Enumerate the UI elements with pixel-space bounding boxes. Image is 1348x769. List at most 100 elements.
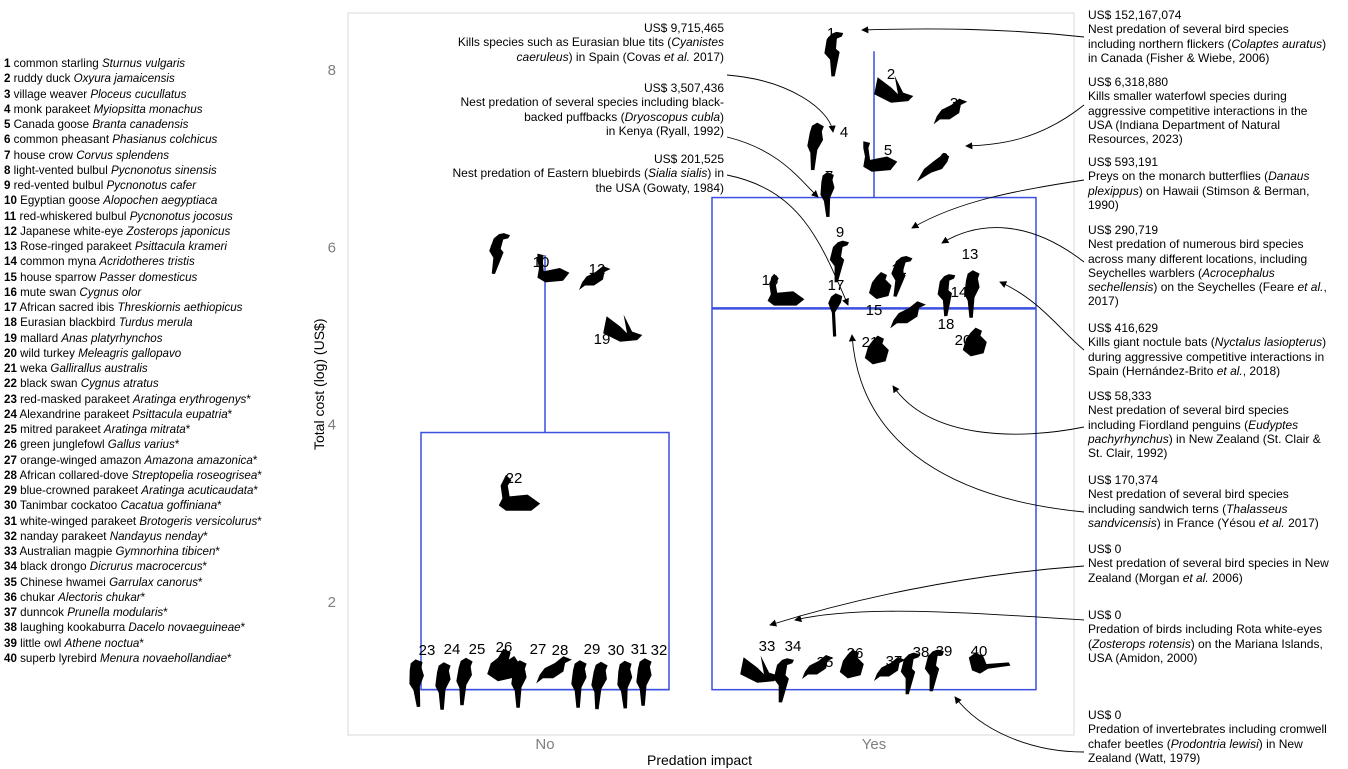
legend-item: 25 mitred parakeet Aratinga mitrata*: [4, 422, 324, 437]
annotation-arrow: [769, 565, 1085, 627]
legend-number: 13: [4, 240, 17, 253]
legend-common-name: Australian magpie: [16, 545, 116, 558]
legend-item: 35 Chinese hwamei Garrulax canorus*: [4, 575, 324, 590]
legend-latin-name: Oxyura jamaicensis: [73, 72, 175, 86]
annotation-arrows-layer: [726, 26, 1085, 753]
legend-number: 10: [4, 194, 17, 208]
bird-35-silhouette-icon: [802, 655, 834, 679]
legend-latin-name: Alectoris chukar: [58, 590, 141, 604]
bird-36-label: 36: [847, 645, 864, 662]
legend-common-name: house sparrow: [16, 270, 100, 284]
bird-shape: [409, 659, 424, 708]
legend-number: 40: [4, 651, 17, 665]
legend-star: *: [198, 575, 203, 589]
bird-25-label: 25: [469, 641, 486, 658]
legend-item: 18 Eurasian blackbird Turdus merula: [4, 315, 324, 330]
legend-number: 23: [4, 392, 17, 406]
legend-latin-name: Threskiornis aethiopicus: [117, 301, 243, 314]
bird-shape: [933, 98, 968, 125]
legend-latin-name: Prunella modularis: [67, 606, 164, 619]
bird-17-label: 17: [828, 277, 845, 294]
bird-shape: [937, 274, 956, 317]
y-tick-label: 4: [328, 417, 336, 434]
legend-star: *: [202, 560, 208, 574]
bird-1-silhouette-icon: [824, 31, 844, 77]
bird-shape: [807, 122, 824, 171]
legend-number: 27: [4, 453, 17, 467]
legend-common-name: common pheasant: [10, 133, 113, 147]
y-axis-label: Total cost (log) (US$): [311, 318, 327, 450]
legend-star: *: [140, 590, 146, 604]
legend-number: 31: [4, 514, 17, 528]
legend-number: 17: [4, 301, 17, 314]
legend-item: 6 common pheasant Phasianus colchicus: [4, 132, 324, 147]
bird-shape: [924, 649, 944, 692]
bird-16-label: 16: [762, 272, 779, 289]
legend-item: 3 village weaver Ploceus cucullatus: [4, 87, 324, 102]
legend-item: 8 light-vented bulbul Pycnonotus sinensi…: [4, 163, 324, 178]
legend-item: 19 mallard Anas platyrhynchos: [4, 331, 324, 346]
bird-32-label: 32: [651, 642, 668, 659]
legend-common-name: red-whiskered bulbul: [16, 209, 130, 223]
bird-27-silhouette-icon: [511, 660, 527, 708]
legend-number: 30: [4, 499, 17, 513]
bird-10-silhouette-icon: [537, 253, 570, 283]
bird-15-silhouette-icon: [869, 272, 892, 299]
y-tick-label: 2: [328, 594, 336, 611]
legend-common-name: green junglefowl: [16, 438, 108, 452]
legend-common-name: house crow: [10, 148, 77, 162]
legend-item: 40 superb lyrebird Menura novaehollandia…: [4, 651, 324, 666]
bird-10-label: 10: [533, 254, 550, 271]
legend-latin-name: Aratinga acuticaudata: [141, 484, 254, 497]
bird-39-label: 39: [936, 643, 953, 660]
x-axis-label: Predation impact: [647, 752, 753, 768]
legend-common-name: common myna: [16, 255, 100, 269]
bird-6-label: 6: [940, 150, 948, 167]
legend-common-name: light-vented bulbul: [10, 163, 111, 177]
legend-star: *: [203, 529, 208, 543]
legend-item: 7 house crow Corvus splendens: [4, 148, 324, 163]
legend-item: 29 blue-crowned parakeet Aratinga acutic…: [4, 483, 324, 498]
legend-number: 24: [4, 407, 17, 421]
bird-35-label: 35: [817, 654, 834, 671]
bird-shape: [863, 141, 898, 172]
legend-common-name: black drongo: [16, 560, 90, 574]
annotation-arrow: [726, 74, 836, 133]
bird-shape: [900, 652, 920, 695]
bird-12-silhouette-icon: [579, 266, 611, 290]
legend-star: *: [227, 407, 233, 421]
bird-8-silhouette-icon: [489, 233, 511, 274]
legend-item: 12 Japanese white-eye Zosterops japonicu…: [4, 224, 324, 239]
bird-9-silhouette-icon: [829, 240, 849, 283]
legend-item: 28 African collared-dove Streptopelia ro…: [4, 468, 324, 483]
legend-common-name: Japanese white-eye: [16, 224, 127, 238]
bird-37-silhouette-icon: [874, 657, 906, 681]
legend-item: 4 monk parakeet Myiopsitta monachus: [4, 102, 324, 117]
legend-latin-name: Gymnorhina tibicen: [115, 545, 216, 558]
legend-common-name: mitred parakeet: [16, 423, 104, 436]
bird-30-silhouette-icon: [591, 661, 608, 710]
bird-23-silhouette-icon: [409, 659, 424, 708]
legend-number: 15: [4, 270, 17, 284]
legend-item: 5 Canada goose Branta canadensis: [4, 117, 324, 132]
bird-9-label: 9: [836, 224, 844, 241]
legend-star: *: [246, 392, 251, 406]
legend-item: 31 white-winged parakeet Brotogeris vers…: [4, 514, 324, 529]
legend-common-name: superb lyrebird: [16, 651, 101, 665]
bird-shape: [820, 172, 835, 218]
bird-1-label: 1: [827, 25, 835, 42]
bird-28-silhouette-icon: [536, 656, 572, 684]
bird-shape: [802, 655, 834, 679]
legend-common-name: laughing kookaburra: [16, 621, 129, 635]
legend-common-name: mute swan: [16, 285, 80, 299]
legend-latin-name: Dacelo novaeguineae: [128, 621, 241, 635]
bird-40-label: 40: [971, 643, 988, 660]
bird-32-silhouette-icon: [636, 658, 652, 706]
legend-latin-name: Myiopsitta monachus: [93, 102, 203, 116]
bird-shape: [874, 75, 914, 103]
bird-34-silhouette-icon: [773, 658, 794, 703]
bird-13-silhouette-icon: [964, 270, 980, 318]
legend-common-name: Egyptian goose: [16, 194, 104, 208]
legend-number: 16: [4, 285, 17, 299]
legend-star: *: [227, 651, 232, 665]
